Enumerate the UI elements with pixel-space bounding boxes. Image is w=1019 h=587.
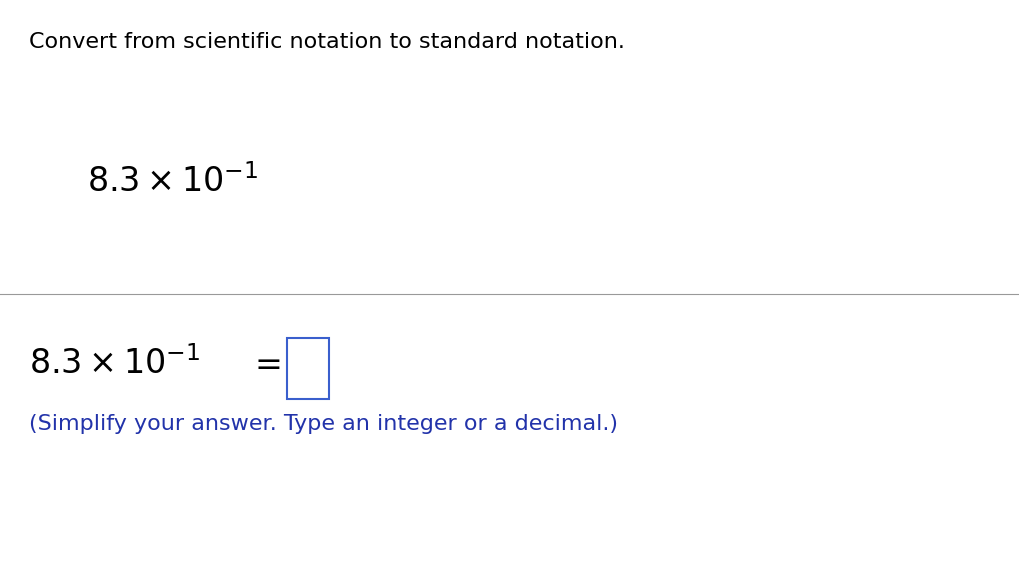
Bar [286,338,329,399]
Text: $8.3\times10^{-1}$: $8.3\times10^{-1}$ [87,164,258,200]
Text: $=$: $=$ [248,348,280,380]
Text: (Simplify your answer. Type an integer or a decimal.): (Simplify your answer. Type an integer o… [29,414,616,434]
Text: Convert from scientific notation to standard notation.: Convert from scientific notation to stan… [29,32,624,52]
Text: $8.3\times10^{-1}$: $8.3\times10^{-1}$ [29,346,200,382]
